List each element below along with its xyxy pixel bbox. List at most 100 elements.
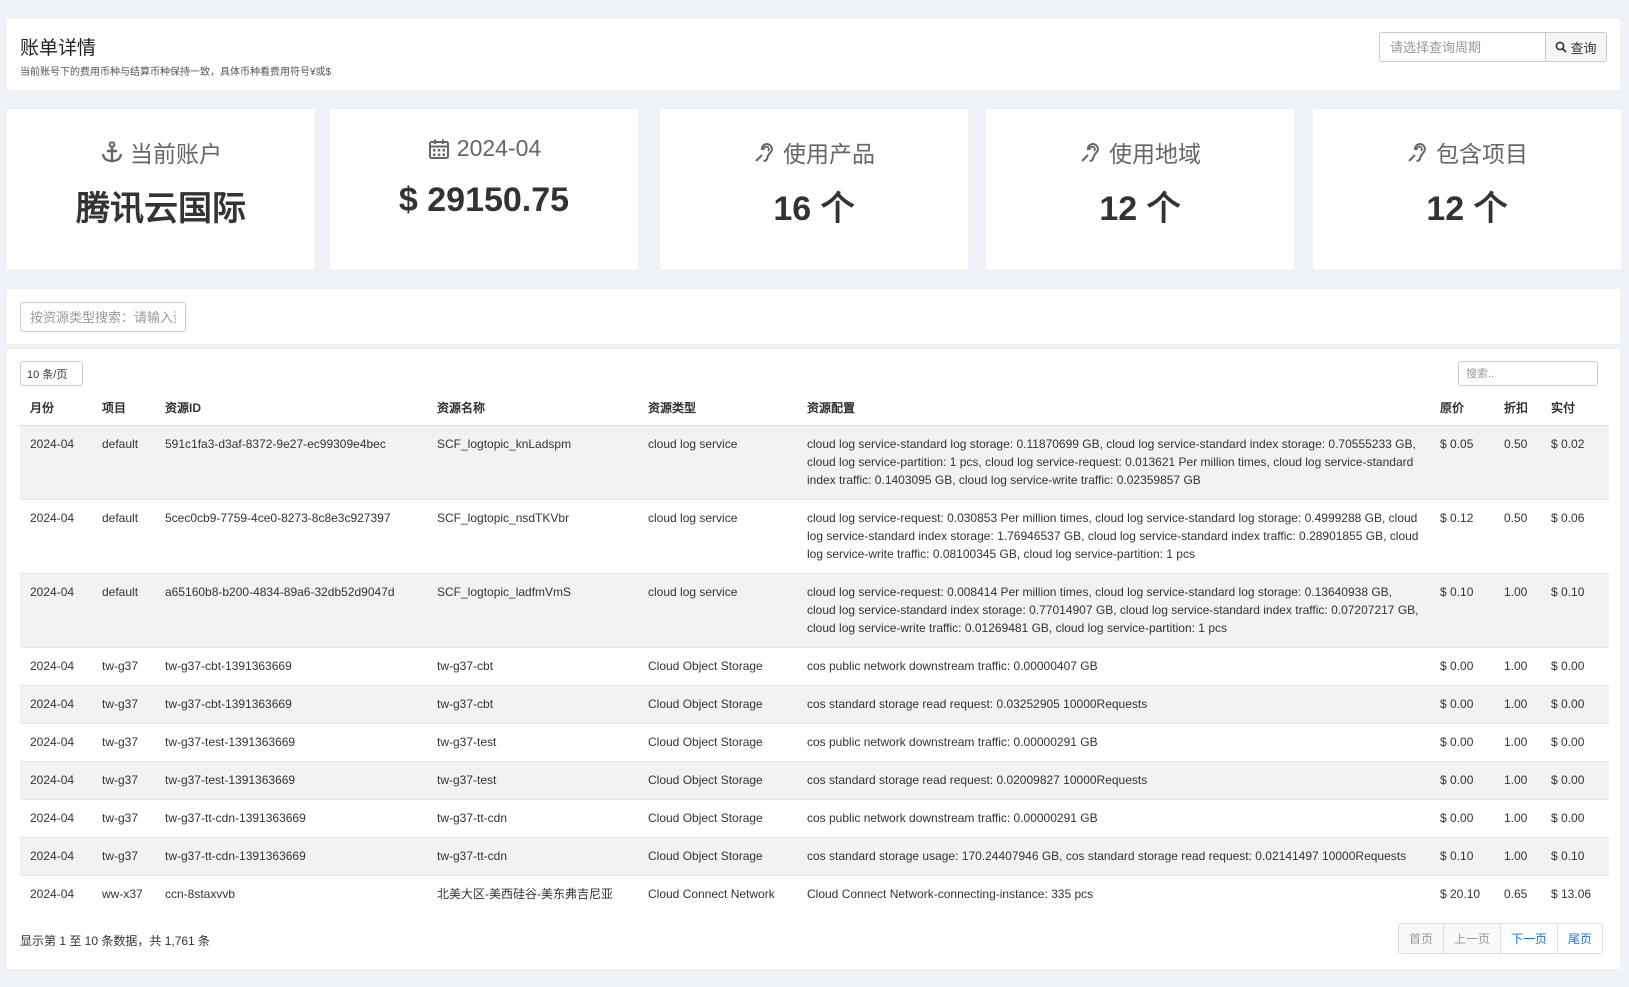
cell-resource-name: SCF_logtopic_ladfmVmS [427, 572, 638, 647]
cell-month: 2024-04 [20, 874, 92, 913]
stat-label: 当前账户 [130, 141, 222, 167]
stat-label: 使用地域 [1109, 141, 1201, 167]
stat-value: 16 个 [773, 190, 855, 228]
cell-project: default [92, 572, 155, 647]
cell-resource-type: Cloud Object Storage [638, 684, 797, 723]
resource-type-search-input[interactable] [20, 302, 186, 332]
page-size-select[interactable]: 10 条/页 [20, 361, 83, 386]
table-row: 2024-04 ww-x37 ccn-8staxvvb 北美大区-美西硅谷-美东… [20, 874, 1609, 913]
column-header-paid[interactable]: 实付 [1541, 390, 1609, 426]
cell-resource-name: SCF_logtopic_nsdTKVbr [427, 498, 638, 573]
cell-resource-name: tw-g37-cbt [427, 684, 638, 723]
cell-month: 2024-04 [20, 684, 92, 723]
pager-prev-button[interactable]: 上一页 [1443, 924, 1501, 953]
pager-next-button[interactable]: 下一页 [1500, 924, 1558, 953]
column-header-discount[interactable]: 折扣 [1494, 390, 1541, 426]
cell-paid: $ 0.00 [1541, 798, 1609, 837]
cell-paid: $ 0.10 [1541, 572, 1609, 647]
cell-discount: 1.00 [1494, 722, 1541, 761]
cell-project: default [92, 424, 155, 499]
cell-resource-name: tw-g37-test [427, 722, 638, 761]
column-header-month[interactable]: 月份 [20, 390, 92, 426]
stat-card-account: 当前账户 腾讯云国际 [7, 109, 315, 269]
cell-resource-type: cloud log service [638, 498, 797, 573]
page-header: 账单详情 当前账号下的费用币种与结算币种保持一致，具体币种看费用符号¥或$ 查询 [7, 19, 1620, 90]
cell-month: 2024-04 [20, 836, 92, 875]
cell-month: 2024-04 [20, 498, 92, 573]
cell-discount: 1.00 [1494, 646, 1541, 685]
cell-resource-type: cloud log service [638, 424, 797, 499]
stat-label: 使用产品 [783, 141, 875, 167]
cell-month: 2024-04 [20, 572, 92, 647]
cell-resource-name: 北美大区-美西硅谷-美东弗吉尼亚 [427, 874, 638, 913]
table-row: 2024-04 tw-g37 tw-g37-test-1391363669 tw… [20, 760, 1609, 799]
cell-project: tw-g37 [92, 722, 155, 761]
cell-resource-id: ccn-8staxvvb [155, 874, 427, 913]
cell-paid: $ 0.06 [1541, 498, 1609, 573]
cell-original-price: $ 0.05 [1430, 424, 1494, 499]
stat-card-products: 使用产品 16 个 [660, 109, 968, 269]
cell-project: tw-g37 [92, 798, 155, 837]
page-subtitle: 当前账号下的费用币种与结算币种保持一致，具体币种看费用符号¥或$ [20, 67, 332, 78]
hearing-icon [755, 143, 773, 162]
cell-discount: 0.50 [1494, 498, 1541, 573]
stat-value: 腾讯云国际 [76, 190, 246, 228]
stat-card-projects: 包含项目 12 个 [1313, 109, 1621, 269]
cell-project: default [92, 498, 155, 573]
cell-resource-config: cos standard storage usage: 170.24407946… [797, 836, 1430, 875]
cell-discount: 1.00 [1494, 760, 1541, 799]
cell-resource-id: tw-g37-tt-cdn-1391363669 [155, 798, 427, 837]
cell-resource-config: cos standard storage read request: 0.020… [797, 760, 1430, 799]
column-header-resource-id[interactable]: 资源ID [155, 390, 427, 426]
cell-paid: $ 0.00 [1541, 722, 1609, 761]
stat-card-regions: 使用地域 12 个 [986, 109, 1294, 269]
column-header-project[interactable]: 项目 [92, 390, 155, 426]
filter-bar [7, 289, 1620, 344]
cell-resource-name: tw-g37-cbt [427, 646, 638, 685]
pagination-summary: 显示第 1 至 10 条数据，共 1,761 条 [20, 934, 211, 948]
cell-original-price: $ 0.00 [1430, 684, 1494, 723]
cell-resource-type: Cloud Object Storage [638, 836, 797, 875]
column-header-resource-name[interactable]: 资源名称 [427, 390, 638, 426]
cell-original-price: $ 0.10 [1430, 572, 1494, 647]
table-row: 2024-04 tw-g37 tw-g37-cbt-1391363669 tw-… [20, 646, 1609, 685]
cell-discount: 0.50 [1494, 424, 1541, 499]
column-header-resource-config[interactable]: 资源配置 [797, 390, 1430, 426]
pager-last-button[interactable]: 尾页 [1557, 924, 1603, 953]
cell-resource-id: tw-g37-cbt-1391363669 [155, 684, 427, 723]
cell-resource-config: cloud log service-request: 0.008414 Per … [797, 572, 1430, 647]
cell-paid: $ 0.00 [1541, 760, 1609, 799]
cell-month: 2024-04 [20, 722, 92, 761]
cell-resource-id: 5cec0cb9-7759-4ce0-8273-8c8e3c927397 [155, 498, 427, 573]
cell-resource-id: a65160b8-b200-4834-89a6-32db52d9047d [155, 572, 427, 647]
stat-value: 12 个 [1099, 190, 1181, 228]
column-header-original-price[interactable]: 原价 [1430, 390, 1494, 426]
cell-original-price: $ 0.10 [1430, 836, 1494, 875]
stat-card-month: 2024-04 $ 29150.75 [330, 109, 638, 269]
cell-discount: 1.00 [1494, 572, 1541, 647]
cell-paid: $ 0.10 [1541, 836, 1609, 875]
period-input[interactable] [1379, 32, 1545, 62]
table-header-row: 月份 项目 资源ID 资源名称 资源类型 资源配置 原价 折扣 实付 [20, 390, 1609, 426]
cell-resource-name: tw-g37-test [427, 760, 638, 799]
pager-first-button[interactable]: 首页 [1399, 924, 1444, 953]
cell-original-price: $ 0.00 [1430, 722, 1494, 761]
cell-project: tw-g37 [92, 684, 155, 723]
table-row: 2024-04 default 591c1fa3-d3af-8372-9e27-… [20, 424, 1609, 499]
table-row: 2024-04 tw-g37 tw-g37-cbt-1391363669 tw-… [20, 684, 1609, 723]
stat-value: 12 个 [1426, 190, 1508, 228]
cell-resource-type: Cloud Object Storage [638, 646, 797, 685]
hearing-icon [1408, 143, 1426, 162]
cell-resource-id: 591c1fa3-d3af-8372-9e27-ec99309e4bec [155, 424, 427, 499]
stat-label: 包含项目 [1436, 141, 1528, 167]
cell-original-price: $ 0.12 [1430, 498, 1494, 573]
bill-table: 月份 项目 资源ID 资源名称 资源类型 资源配置 原价 折扣 实付 2024-… [20, 390, 1609, 913]
column-header-resource-type[interactable]: 资源类型 [638, 390, 797, 426]
cell-resource-id: tw-g37-cbt-1391363669 [155, 646, 427, 685]
cell-resource-config: cos public network downstream traffic: 0… [797, 722, 1430, 761]
pagination: 首页 上一页 下一页 尾页 [1398, 923, 1604, 954]
table-search-input[interactable] [1458, 361, 1598, 386]
query-button[interactable]: 查询 [1545, 32, 1607, 62]
stat-label: 2024-04 [456, 135, 542, 161]
anchor-icon [101, 141, 123, 163]
